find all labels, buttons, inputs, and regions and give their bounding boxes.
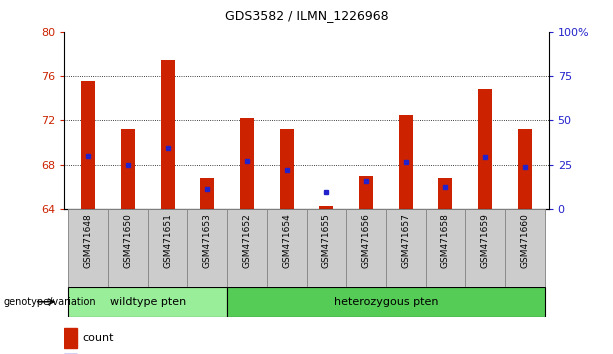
Text: GSM471657: GSM471657 bbox=[402, 213, 410, 268]
Bar bbox=[121, 129, 135, 209]
Text: heterozygous pten: heterozygous pten bbox=[333, 297, 438, 307]
Text: GSM471658: GSM471658 bbox=[441, 213, 450, 268]
FancyBboxPatch shape bbox=[505, 209, 545, 287]
Bar bbox=[359, 176, 373, 209]
Bar bbox=[240, 118, 254, 209]
Bar bbox=[319, 206, 333, 209]
Text: GSM471660: GSM471660 bbox=[520, 213, 529, 268]
Text: wildtype pten: wildtype pten bbox=[110, 297, 186, 307]
Text: GSM471654: GSM471654 bbox=[282, 213, 291, 268]
FancyBboxPatch shape bbox=[188, 209, 227, 287]
Bar bbox=[82, 81, 95, 209]
FancyBboxPatch shape bbox=[465, 209, 505, 287]
Text: GSM471651: GSM471651 bbox=[163, 213, 172, 268]
Text: GSM471648: GSM471648 bbox=[84, 213, 93, 268]
Bar bbox=[399, 115, 413, 209]
Bar bbox=[280, 129, 294, 209]
FancyBboxPatch shape bbox=[227, 209, 267, 287]
Text: GSM471656: GSM471656 bbox=[362, 213, 370, 268]
FancyBboxPatch shape bbox=[267, 209, 306, 287]
Text: count: count bbox=[83, 333, 114, 343]
Text: genotype/variation: genotype/variation bbox=[3, 297, 96, 307]
FancyBboxPatch shape bbox=[346, 209, 386, 287]
Text: GSM471650: GSM471650 bbox=[123, 213, 132, 268]
FancyBboxPatch shape bbox=[306, 209, 346, 287]
Text: GDS3582 / ILMN_1226968: GDS3582 / ILMN_1226968 bbox=[225, 9, 388, 22]
Text: GSM471659: GSM471659 bbox=[481, 213, 490, 268]
Bar bbox=[478, 90, 492, 209]
FancyBboxPatch shape bbox=[68, 287, 227, 317]
FancyBboxPatch shape bbox=[425, 209, 465, 287]
FancyBboxPatch shape bbox=[148, 209, 188, 287]
FancyBboxPatch shape bbox=[227, 287, 545, 317]
Bar bbox=[161, 59, 175, 209]
Text: GSM471652: GSM471652 bbox=[243, 213, 251, 268]
FancyBboxPatch shape bbox=[68, 209, 108, 287]
Bar bbox=[200, 178, 214, 209]
Bar bbox=[438, 178, 452, 209]
Bar bbox=[64, 328, 77, 348]
Text: GSM471653: GSM471653 bbox=[203, 213, 211, 268]
Bar bbox=[518, 129, 531, 209]
FancyBboxPatch shape bbox=[386, 209, 425, 287]
FancyBboxPatch shape bbox=[108, 209, 148, 287]
Text: GSM471655: GSM471655 bbox=[322, 213, 331, 268]
